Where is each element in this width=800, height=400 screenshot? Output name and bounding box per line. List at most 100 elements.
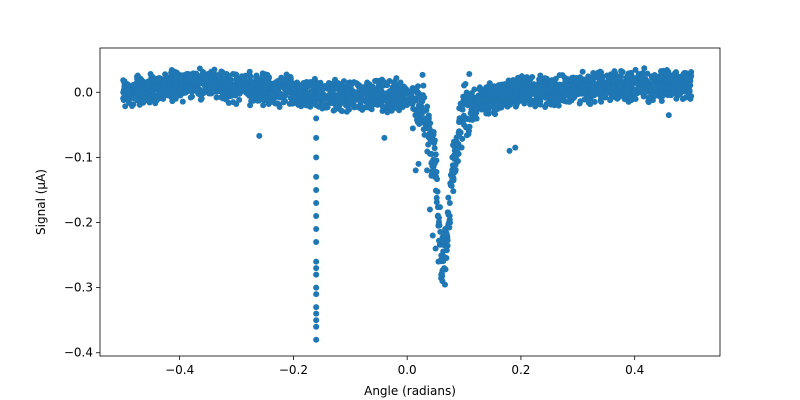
data-point	[313, 323, 320, 330]
data-point	[256, 132, 263, 139]
data-point	[416, 105, 423, 112]
data-point	[560, 92, 567, 99]
data-point	[313, 304, 320, 311]
data-point	[445, 194, 452, 201]
data-point	[313, 226, 320, 233]
y-tick-label: 0.0	[74, 85, 93, 99]
data-point	[392, 90, 399, 97]
data-point	[313, 291, 320, 298]
data-point	[428, 172, 435, 179]
data-point	[475, 95, 482, 102]
data-point	[492, 96, 499, 103]
data-point	[445, 211, 452, 218]
y-tick-label: −0.3	[64, 281, 93, 295]
data-point	[245, 88, 252, 95]
data-point	[432, 187, 439, 194]
data-point	[514, 74, 521, 81]
data-point	[313, 239, 320, 246]
data-point	[612, 91, 619, 98]
data-point	[668, 91, 675, 98]
data-point	[141, 83, 148, 90]
data-point	[313, 154, 320, 161]
data-point	[525, 81, 532, 88]
data-point	[433, 199, 440, 206]
data-point	[455, 150, 462, 157]
data-point	[623, 86, 630, 93]
data-point	[617, 82, 624, 89]
data-point	[508, 82, 515, 89]
data-point	[552, 92, 559, 99]
data-point	[579, 68, 586, 75]
data-point	[597, 91, 604, 98]
data-point	[380, 78, 387, 85]
data-point	[640, 93, 647, 100]
data-point	[290, 94, 297, 101]
data-point	[460, 116, 467, 123]
data-point	[236, 96, 243, 103]
data-point	[135, 92, 142, 99]
data-point	[665, 112, 672, 119]
data-point	[179, 72, 186, 79]
data-point	[450, 188, 457, 195]
data-point	[545, 100, 552, 107]
data-point	[274, 88, 281, 95]
x-tick-label: 0.4	[625, 363, 644, 377]
data-point	[347, 96, 354, 103]
data-point	[438, 271, 445, 278]
data-point	[433, 173, 440, 180]
data-point	[353, 92, 360, 99]
data-point	[397, 84, 404, 91]
data-point	[303, 102, 310, 109]
x-tick-label: −0.4	[165, 363, 194, 377]
data-point	[336, 80, 343, 87]
data-point	[658, 98, 665, 105]
data-point	[670, 72, 677, 79]
data-point	[365, 90, 372, 97]
data-point	[218, 94, 225, 101]
data-point	[178, 80, 185, 87]
data-point	[219, 87, 226, 94]
data-point	[440, 238, 447, 245]
data-point	[457, 129, 464, 136]
data-point	[547, 95, 554, 102]
data-point	[256, 97, 263, 104]
data-point	[334, 95, 341, 102]
data-point	[319, 105, 326, 112]
data-point	[587, 101, 594, 108]
data-point	[357, 85, 364, 92]
data-point	[619, 91, 626, 98]
data-point	[457, 100, 464, 107]
data-point	[390, 79, 397, 86]
data-point	[410, 98, 417, 105]
data-point	[259, 73, 266, 80]
data-point	[652, 92, 659, 99]
data-point	[226, 78, 233, 85]
data-point	[150, 78, 157, 85]
data-point	[189, 74, 196, 81]
data-point	[311, 75, 318, 82]
data-point	[297, 85, 304, 92]
data-point	[437, 228, 444, 235]
data-point	[551, 79, 558, 86]
data-point	[313, 258, 320, 265]
data-point	[585, 73, 592, 80]
data-point	[160, 95, 167, 102]
data-point	[436, 204, 443, 211]
data-point	[582, 82, 589, 89]
data-point	[633, 75, 640, 82]
data-point	[326, 91, 333, 98]
data-point	[313, 115, 320, 122]
data-point	[430, 156, 437, 163]
data-point	[603, 72, 610, 79]
data-point	[196, 78, 203, 85]
data-point	[456, 119, 463, 126]
data-point	[179, 90, 186, 97]
data-point	[648, 73, 655, 80]
data-point	[135, 74, 142, 81]
data-point	[417, 111, 424, 118]
data-point	[624, 72, 631, 79]
data-point	[206, 90, 213, 97]
data-point	[427, 137, 434, 144]
data-point	[280, 99, 287, 106]
data-point	[253, 74, 260, 81]
